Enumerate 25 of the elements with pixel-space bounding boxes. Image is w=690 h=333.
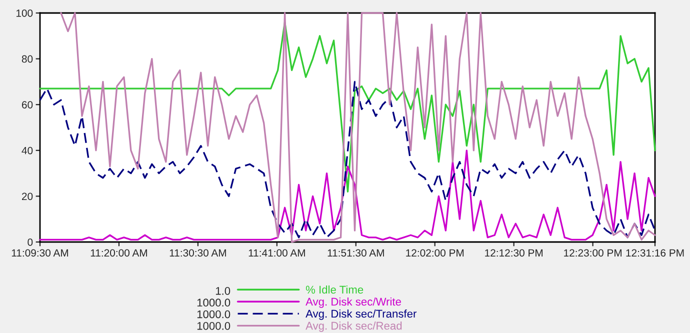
line-series — [39, 80, 656, 238]
x-tick-label: 11:09:30 AM — [12, 249, 68, 257]
x-tick-label: 11:51:30 AM — [328, 249, 384, 257]
x-tick-label: 12:02:00 PM — [406, 249, 464, 257]
text: Avg. Disk sec/Transfer — [306, 310, 417, 320]
y-tick-label: 40 — [22, 146, 33, 154]
y-tick-label: 100 — [16, 10, 33, 17]
line-series — [60, 12, 656, 243]
text: 1.0 — [216, 286, 230, 295]
x-tick-label: 11:41:00 AM — [248, 249, 305, 257]
y-tick-label: 0 — [28, 238, 33, 246]
x-tick-label: 12:31:16 PM — [626, 249, 684, 257]
text: Avg. Disk sec/Read — [306, 322, 402, 332]
text: Avg. Disk sec/Write — [306, 297, 401, 308]
text: 1000.0 — [197, 310, 230, 318]
x-tick-label: 11:30:30 AM — [170, 249, 226, 257]
y-tick-label: 60 — [22, 101, 33, 108]
x-tick-label: 11:20:00 AM — [90, 249, 147, 257]
x-tick-label: 12:12:30 PM — [485, 249, 543, 257]
y-tick-label: 80 — [22, 55, 33, 63]
text: % Idle Time — [306, 285, 364, 294]
x-tick-label: 12:23:00 PM — [564, 249, 622, 257]
y-tick-label: 20 — [22, 192, 33, 200]
text: 1000.0 — [197, 298, 230, 307]
text: 1000.0 — [197, 322, 230, 330]
